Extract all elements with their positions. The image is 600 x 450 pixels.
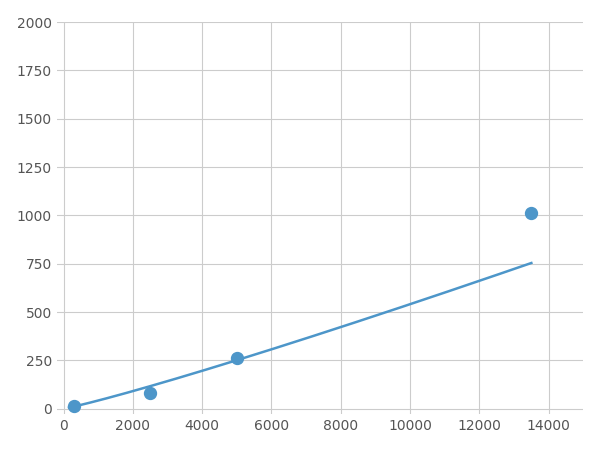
Point (232, 355, 242, 362)
Point (527, 210, 536, 217)
Point (70, 402, 79, 410)
Point (145, 390, 155, 397)
